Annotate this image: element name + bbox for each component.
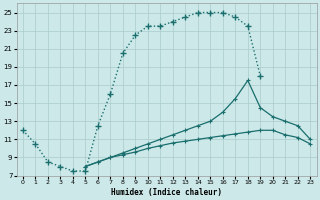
X-axis label: Humidex (Indice chaleur): Humidex (Indice chaleur) [111, 188, 222, 197]
